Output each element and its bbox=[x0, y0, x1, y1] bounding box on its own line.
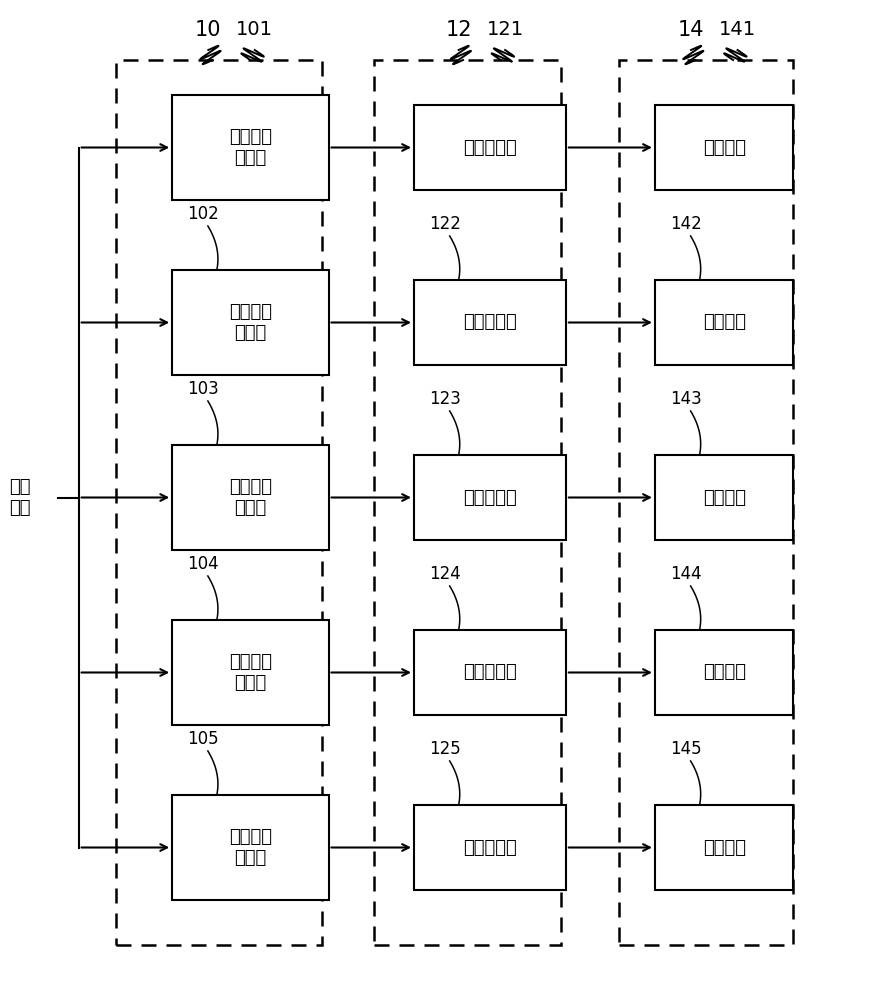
Bar bbox=[654, 105, 794, 190]
Bar bbox=[173, 445, 329, 550]
Bar bbox=[173, 795, 329, 900]
Text: 125: 125 bbox=[429, 740, 461, 758]
Text: 发光元件: 发光元件 bbox=[703, 314, 746, 332]
Bar bbox=[173, 620, 329, 725]
Text: 14: 14 bbox=[678, 20, 704, 40]
Bar bbox=[654, 805, 794, 890]
Bar bbox=[414, 805, 566, 890]
Bar bbox=[414, 280, 566, 365]
Text: 光源驱动器: 光源驱动器 bbox=[463, 489, 517, 507]
Text: 光源驱动器: 光源驱动器 bbox=[463, 139, 517, 157]
Text: 音频强度
辨识器: 音频强度 辨识器 bbox=[229, 828, 272, 867]
Text: 123: 123 bbox=[429, 390, 461, 408]
Text: 音频强度
辨识器: 音频强度 辨识器 bbox=[229, 653, 272, 692]
Text: 音频强度
辨识器: 音频强度 辨识器 bbox=[229, 478, 272, 517]
Bar bbox=[374, 60, 561, 945]
Text: 122: 122 bbox=[429, 215, 461, 233]
Text: 声源
讯号: 声源 讯号 bbox=[9, 478, 30, 517]
Text: 发光元件: 发光元件 bbox=[703, 489, 746, 507]
Text: 142: 142 bbox=[670, 215, 702, 233]
Text: 121: 121 bbox=[486, 20, 524, 39]
Bar bbox=[173, 95, 329, 200]
Bar bbox=[414, 105, 566, 190]
Text: 发光元件: 发光元件 bbox=[703, 838, 746, 856]
Bar bbox=[414, 455, 566, 540]
Text: 104: 104 bbox=[188, 555, 219, 573]
Bar bbox=[116, 60, 322, 945]
Text: 102: 102 bbox=[188, 205, 219, 223]
Text: 143: 143 bbox=[670, 390, 702, 408]
Bar bbox=[654, 630, 794, 715]
Bar bbox=[654, 280, 794, 365]
Text: 光源驱动器: 光源驱动器 bbox=[463, 664, 517, 682]
Text: 141: 141 bbox=[719, 20, 756, 39]
Text: 光源驱动器: 光源驱动器 bbox=[463, 314, 517, 332]
Text: 105: 105 bbox=[188, 730, 219, 748]
Text: 124: 124 bbox=[429, 565, 461, 583]
Text: 音频强度
辨识器: 音频强度 辨识器 bbox=[229, 303, 272, 342]
Text: 发光元件: 发光元件 bbox=[703, 139, 746, 157]
Bar bbox=[619, 60, 793, 945]
Bar bbox=[173, 270, 329, 375]
Text: 光源驱动器: 光源驱动器 bbox=[463, 838, 517, 856]
Text: 12: 12 bbox=[445, 20, 472, 40]
Bar bbox=[654, 455, 794, 540]
Text: 145: 145 bbox=[670, 740, 702, 758]
Text: 103: 103 bbox=[188, 380, 219, 398]
Text: 音频强度
辨识器: 音频强度 辨识器 bbox=[229, 128, 272, 167]
Text: 10: 10 bbox=[195, 20, 222, 40]
Text: 发光元件: 发光元件 bbox=[703, 664, 746, 682]
Text: 144: 144 bbox=[670, 565, 702, 583]
Bar bbox=[414, 630, 566, 715]
Text: 101: 101 bbox=[236, 20, 274, 39]
